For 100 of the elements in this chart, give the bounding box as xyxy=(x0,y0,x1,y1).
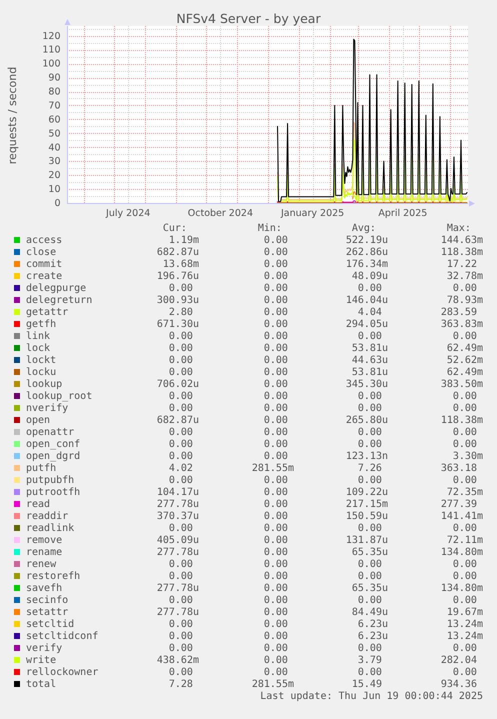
text: 0.00 xyxy=(168,631,193,642)
text: 7.28 xyxy=(168,679,193,690)
text: 0.00 xyxy=(264,307,288,318)
text: 131.87u xyxy=(346,535,388,546)
text: 0.00 xyxy=(168,595,193,606)
text: 4.02 xyxy=(168,463,193,474)
text: 0.00 xyxy=(168,355,193,366)
text: 118.38m xyxy=(440,247,483,258)
text: 196.76u xyxy=(156,271,199,282)
y-tick-label: 10 xyxy=(48,184,60,196)
y-tick-label: 110 xyxy=(42,44,60,56)
text: 62.49m xyxy=(446,343,483,354)
legend-label: getfh xyxy=(26,319,56,330)
text: 0.00 xyxy=(264,295,288,306)
text: 0.00 xyxy=(168,403,193,414)
text: 0.00 xyxy=(168,391,193,402)
text: 72.11m xyxy=(446,535,483,546)
legend-label: link xyxy=(26,331,50,342)
legend-label: setcltid xyxy=(26,619,74,630)
text: 0.00 xyxy=(264,379,288,390)
text: 0.00 xyxy=(264,271,288,282)
y-tick-label: 20 xyxy=(48,170,60,182)
y-axis-title: requests / second xyxy=(6,66,19,164)
text: 0.00 xyxy=(168,331,193,342)
text: 1.19m xyxy=(168,235,199,246)
text: 7.26 xyxy=(358,463,382,474)
y-tick-label: 40 xyxy=(48,142,60,154)
text: 0.00 xyxy=(264,451,288,462)
text: 0.00 xyxy=(452,559,477,570)
text: 217.15m xyxy=(346,499,388,510)
text: 0.00 xyxy=(452,571,477,582)
text: 0.00 xyxy=(264,667,288,678)
x-tick-label: October 2024 xyxy=(188,208,253,220)
legend-label: renew xyxy=(26,559,58,570)
text: 0.00 xyxy=(452,283,477,294)
y-tick-label: 30 xyxy=(48,156,60,168)
text: 13.24m xyxy=(446,631,483,642)
x-tick-label: July 2024 xyxy=(105,208,150,220)
text: 0.00 xyxy=(264,499,288,510)
text: 62.49m xyxy=(446,367,483,378)
text: 0.00 xyxy=(168,619,193,630)
text: 0.00 xyxy=(168,283,193,294)
text: 53.81u xyxy=(352,343,388,354)
text: 671.30u xyxy=(156,319,199,330)
text: 265.80u xyxy=(346,415,388,426)
text: 281.55m xyxy=(252,463,294,474)
text: 0.00 xyxy=(264,439,288,450)
legend-label: setcltidconf xyxy=(26,631,98,642)
text: 0.00 xyxy=(452,427,477,438)
text: 0.00 xyxy=(358,283,382,294)
text: 78.93m xyxy=(446,295,483,306)
text: 0.00 xyxy=(264,487,288,498)
legend-label: total xyxy=(26,679,56,690)
legend-label: lock xyxy=(26,343,50,354)
text: 6.23u xyxy=(358,631,388,642)
text: 17.22 xyxy=(446,259,477,270)
text: 0.00 xyxy=(264,535,288,546)
text: 141.41m xyxy=(440,511,483,522)
text: 0.00 xyxy=(264,475,288,486)
text: 0.00 xyxy=(358,439,382,450)
text: 0.00 xyxy=(264,427,288,438)
text: 345.30u xyxy=(346,379,388,390)
legend-label: getattr xyxy=(26,307,68,318)
text: 682.87u xyxy=(156,415,199,426)
text: 0.00 xyxy=(452,523,477,534)
text: 15.49 xyxy=(352,679,382,690)
text: Cur: xyxy=(162,223,187,234)
text: 0.00 xyxy=(264,547,288,558)
text: 72.35m xyxy=(446,487,483,498)
text: 522.19u xyxy=(346,235,388,246)
text: 277.78u xyxy=(156,607,199,618)
legend-label: savefh xyxy=(26,583,62,594)
legend-label: open xyxy=(26,415,50,426)
text: 2.80 xyxy=(168,307,193,318)
legend-label: lookup xyxy=(26,379,62,390)
text: Max: xyxy=(446,223,471,234)
text: 0.00 xyxy=(264,619,288,630)
text: 0.00 xyxy=(264,259,288,270)
text: 262.86u xyxy=(346,247,388,258)
text: 0.00 xyxy=(168,367,193,378)
text: 438.62m xyxy=(156,655,199,666)
text: 144.63m xyxy=(440,235,483,246)
text: 4.04 xyxy=(358,307,382,318)
text: 405.09u xyxy=(156,535,199,546)
text: 0.00 xyxy=(168,523,193,534)
text: 300.93u xyxy=(156,295,199,306)
text: 682.87u xyxy=(156,247,199,258)
text: 0.00 xyxy=(264,607,288,618)
text: 0.00 xyxy=(358,595,382,606)
x-tick-label: January 2025 xyxy=(280,208,344,220)
y-tick-label: 100 xyxy=(42,58,60,70)
text: 53.81u xyxy=(352,367,388,378)
text: 934.36 xyxy=(440,679,477,690)
text: 277.78u xyxy=(156,547,199,558)
text: 0.00 xyxy=(264,643,288,654)
text: 0.00 xyxy=(358,391,382,402)
text: 0.00 xyxy=(168,427,193,438)
text: 0.00 xyxy=(452,403,477,414)
text: 134.80m xyxy=(440,547,483,558)
legend-label: read xyxy=(26,499,50,510)
